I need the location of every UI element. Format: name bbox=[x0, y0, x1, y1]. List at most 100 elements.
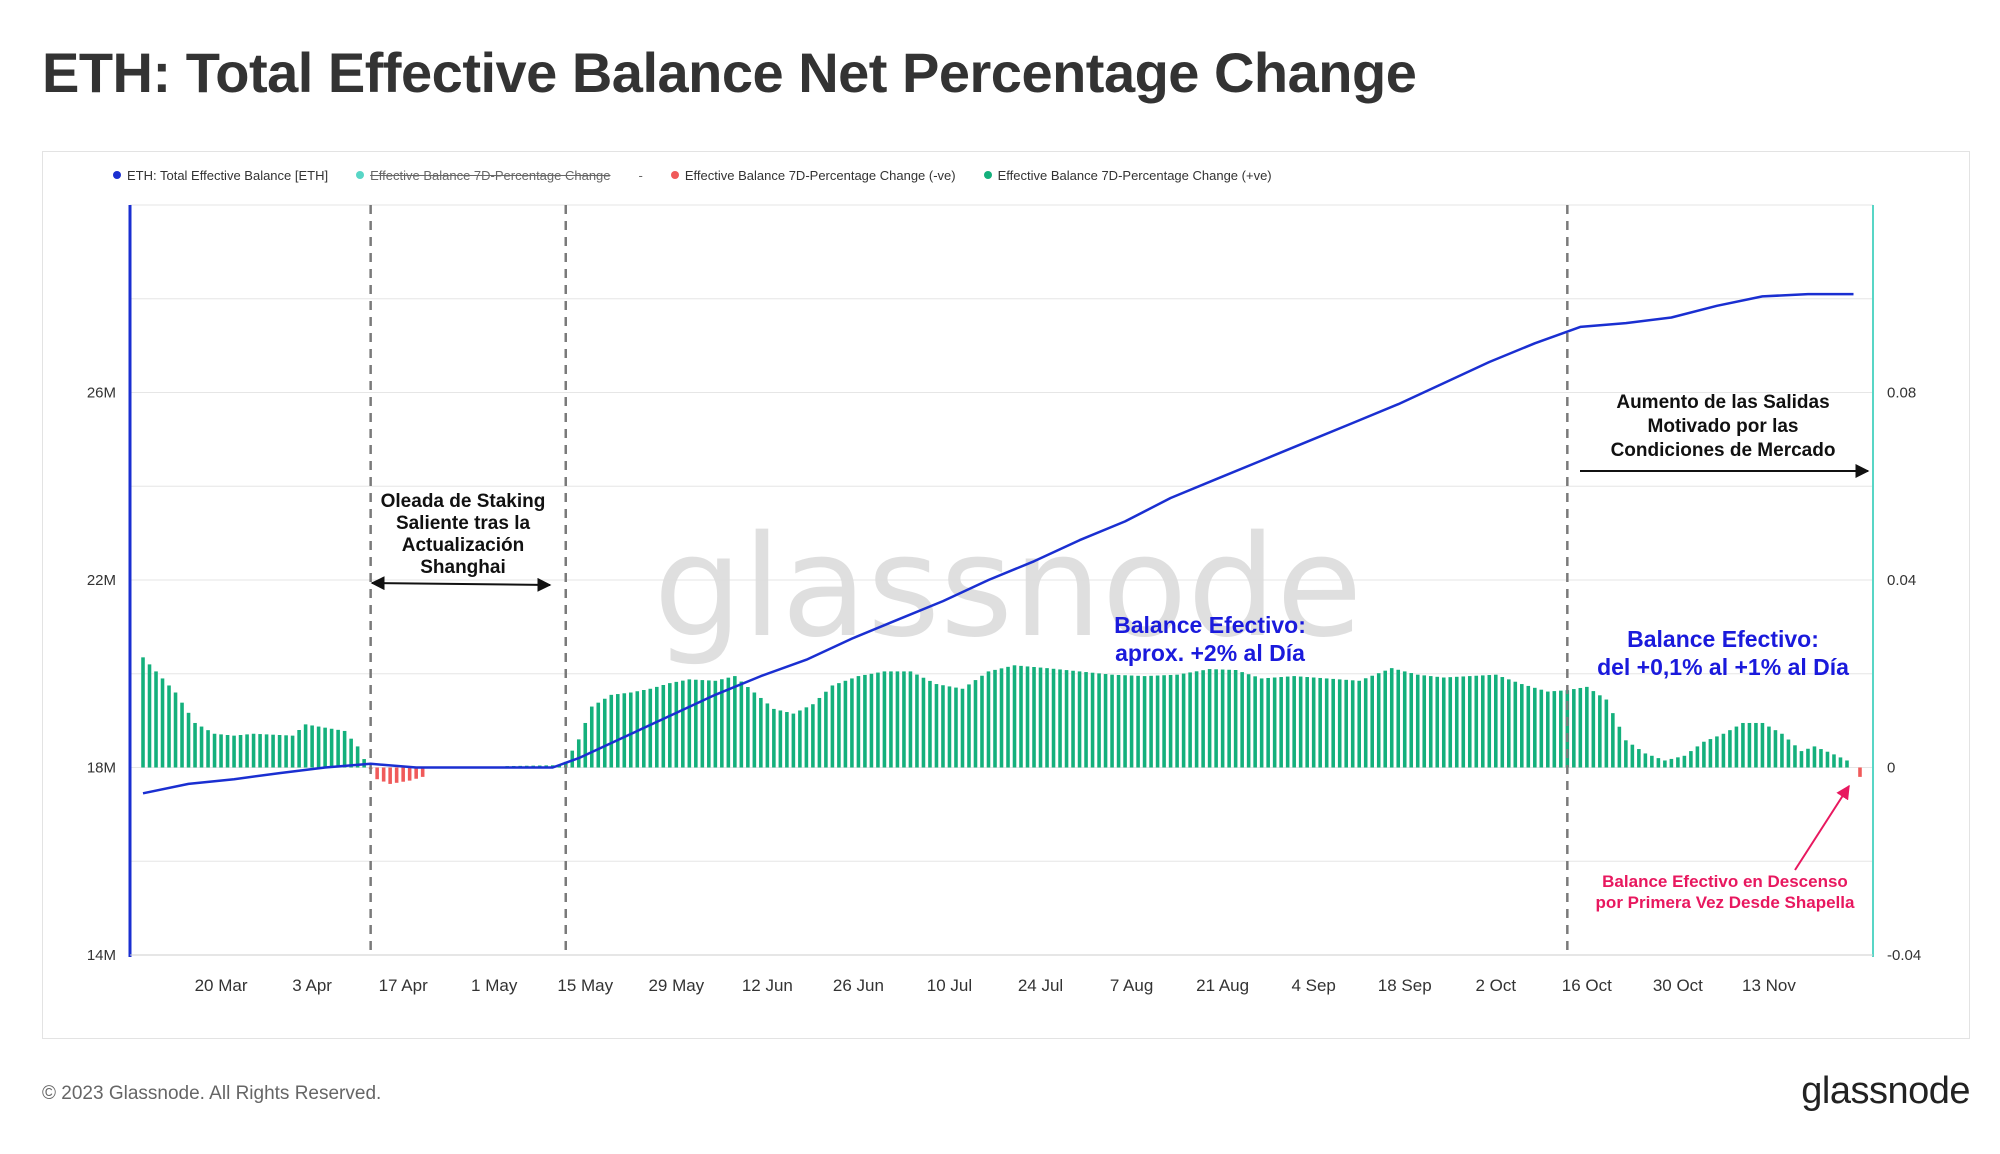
bar-positive bbox=[993, 669, 997, 768]
bar-positive bbox=[355, 746, 360, 768]
bar-positive bbox=[570, 750, 575, 768]
bar-positive bbox=[271, 734, 275, 768]
bar-positive bbox=[1630, 744, 1635, 768]
bar-positive bbox=[863, 674, 867, 768]
bar-positive bbox=[967, 684, 971, 768]
bar-positive bbox=[1201, 670, 1205, 768]
bar-positive bbox=[1311, 677, 1316, 768]
bar-positive bbox=[791, 713, 796, 768]
bar-positive bbox=[1233, 670, 1238, 768]
bar-positive bbox=[1539, 689, 1544, 768]
page-title: ETH: Total Effective Balance Net Percent… bbox=[42, 41, 1417, 104]
bar-positive bbox=[199, 726, 204, 768]
salidas-line-2: Motivado por las bbox=[1647, 416, 1799, 437]
bar-positive bbox=[811, 704, 815, 768]
bar-positive bbox=[726, 677, 731, 768]
bar-positive bbox=[1604, 699, 1609, 768]
bar-positive bbox=[1480, 675, 1485, 768]
legend-item-balance[interactable]: ETH: Total Effective Balance [ETH] bbox=[113, 168, 328, 183]
bar-positive bbox=[1520, 684, 1524, 768]
bar-positive bbox=[1806, 748, 1810, 768]
x-tick-label: 17 Apr bbox=[379, 976, 428, 995]
bar-positive bbox=[1760, 722, 1765, 768]
bar-positive bbox=[1344, 679, 1348, 768]
bar-positive bbox=[804, 707, 809, 768]
bar-positive bbox=[629, 692, 633, 768]
balance-01pct-line-2: del +0,1% al +1% al Día bbox=[1597, 654, 1849, 680]
bar-positive bbox=[1071, 670, 1075, 768]
x-tick-label: 26 Jun bbox=[833, 976, 884, 995]
salidas-line-3: Condiciones de Mercado bbox=[1610, 440, 1836, 461]
x-tick-label: 7 Aug bbox=[1110, 976, 1154, 995]
bar-positive bbox=[290, 735, 295, 768]
bar-positive bbox=[1695, 746, 1700, 768]
descenso-arrow bbox=[1794, 784, 1850, 871]
bar-positive bbox=[1019, 665, 1023, 768]
bar-positive bbox=[1383, 670, 1388, 768]
bar-positive bbox=[960, 688, 965, 768]
bar-positive bbox=[947, 686, 952, 768]
bar-positive bbox=[583, 722, 588, 768]
shanghai-line-3: Actualización bbox=[401, 535, 525, 556]
balance-01pct-annotation: Balance Efectivo: del +0,1% al +1% al Dí… bbox=[1568, 625, 1878, 681]
bar-positive bbox=[1676, 757, 1680, 768]
left-tick-label: 22M bbox=[87, 572, 116, 589]
bar-positive bbox=[739, 681, 744, 768]
bar-positive bbox=[1546, 691, 1550, 768]
x-tick-label: 24 Jul bbox=[1018, 976, 1063, 995]
bar-positive bbox=[817, 697, 822, 768]
x-tick-label: 13 Nov bbox=[1742, 976, 1796, 995]
bar-positive bbox=[1162, 675, 1166, 768]
right-tick-label: 0.04 bbox=[1887, 572, 1916, 589]
bar-positive bbox=[1253, 676, 1257, 768]
bar-positive bbox=[264, 734, 269, 768]
bar-positive bbox=[1565, 690, 1570, 768]
bar-positive bbox=[1572, 689, 1576, 768]
legend-item-positive[interactable]: Effective Balance 7D-Percentage Change (… bbox=[983, 168, 1272, 183]
bar-positive bbox=[609, 694, 614, 768]
legend-negative-label: Effective Balance 7D-Percentage Change (… bbox=[684, 167, 956, 183]
legend-item-pct-change[interactable]: Effective Balance 7D-Percentage Change bbox=[356, 168, 611, 183]
x-tick-label: 1 May bbox=[471, 976, 518, 995]
bar-positive bbox=[576, 739, 581, 768]
bar-positive bbox=[615, 694, 620, 768]
bar-negative bbox=[375, 767, 379, 780]
bar-positive bbox=[1624, 740, 1628, 768]
bar-positive bbox=[1350, 680, 1355, 768]
bar-positive bbox=[1149, 675, 1153, 768]
bar-positive bbox=[1507, 679, 1511, 768]
bar-positive bbox=[1090, 672, 1095, 768]
bar-positive bbox=[1116, 674, 1121, 768]
glassnode-logo[interactable]: glassnode bbox=[1801, 1070, 1970, 1112]
legend-item-negative[interactable]: Effective Balance 7D-Percentage Change (… bbox=[670, 167, 956, 183]
bar-negative bbox=[420, 767, 425, 777]
bar-positive bbox=[1240, 672, 1244, 768]
bar-negative bbox=[1858, 767, 1862, 777]
bar-positive bbox=[895, 671, 900, 768]
bar-positive bbox=[733, 676, 737, 768]
bar-negative bbox=[381, 767, 386, 782]
bar-positive bbox=[303, 724, 308, 768]
bar-positive bbox=[1656, 758, 1661, 768]
bar-positive bbox=[1272, 677, 1277, 768]
bar-positive bbox=[1279, 677, 1283, 768]
bar-negative bbox=[414, 767, 418, 779]
bar-positive bbox=[1812, 746, 1817, 768]
bar-positive bbox=[1077, 671, 1082, 768]
balance-2pct-line-1: Balance Efectivo: bbox=[1114, 612, 1306, 638]
bar-positive bbox=[1669, 758, 1674, 768]
bar-positive bbox=[1487, 675, 1492, 768]
bar-positive bbox=[661, 685, 666, 768]
bar-positive bbox=[1181, 673, 1186, 768]
bar-positive bbox=[1305, 677, 1309, 768]
bar-positive bbox=[602, 698, 607, 768]
bar-positive bbox=[1650, 755, 1654, 768]
bar-positive bbox=[720, 679, 724, 768]
bar-positive bbox=[1409, 673, 1414, 768]
bar-positive bbox=[1324, 678, 1329, 768]
bar-positive bbox=[1025, 666, 1030, 768]
bar-positive bbox=[850, 678, 854, 768]
bar-positive bbox=[1513, 681, 1518, 768]
bar-positive bbox=[297, 730, 301, 768]
